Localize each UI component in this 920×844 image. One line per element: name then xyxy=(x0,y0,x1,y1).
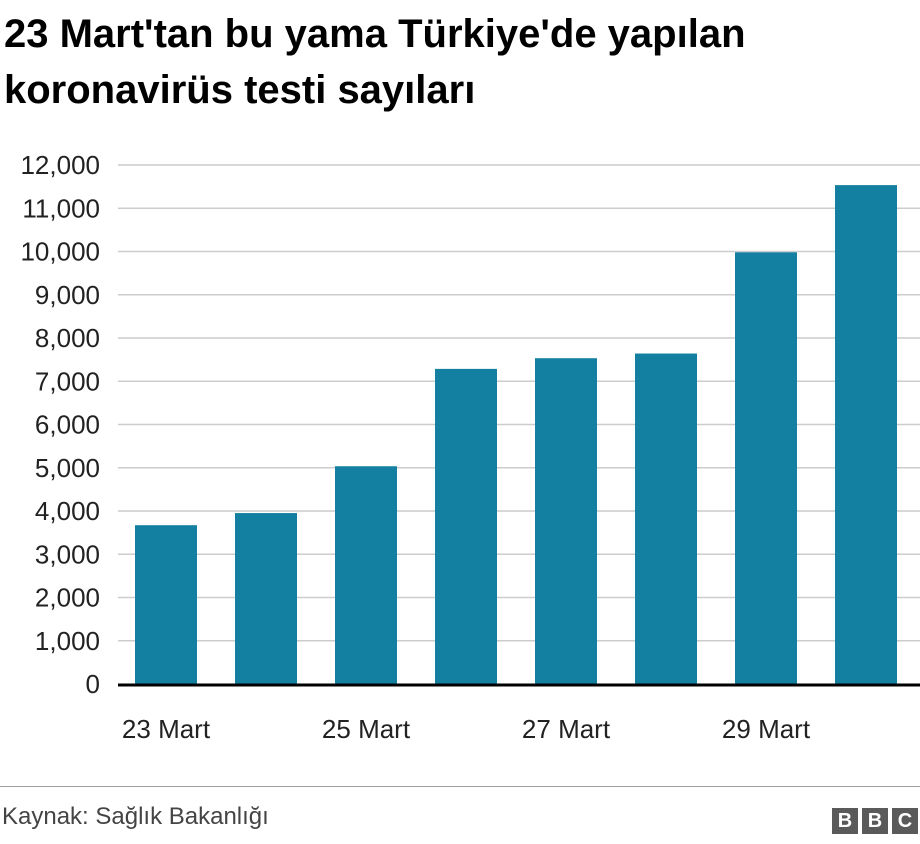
y-tick-label: 12,000 xyxy=(20,150,100,180)
bar xyxy=(835,185,897,684)
bar xyxy=(535,358,597,684)
y-tick-label: 2,000 xyxy=(35,583,100,613)
bar xyxy=(135,525,197,684)
x-tick-label: 27 Mart xyxy=(522,714,611,744)
source-note: Kaynak: Sağlık Bakanlığı xyxy=(2,803,269,830)
bar xyxy=(435,368,497,684)
y-tick-label: 5,000 xyxy=(35,453,100,483)
chart-title: 23 Mart'tan bu yama Türkiye'de yapılan k… xyxy=(4,12,746,112)
y-tick-label: 7,000 xyxy=(35,366,100,396)
bar xyxy=(735,252,797,684)
y-tick-label: 6,000 xyxy=(35,410,100,440)
x-tick-label: 25 Mart xyxy=(322,714,411,744)
bbc-logo-letter: B xyxy=(832,808,858,834)
bbc-logo: B B C xyxy=(832,808,918,834)
bbc-logo-letter: C xyxy=(892,808,918,834)
x-axis-tick-labels: 23 Mart 25 Mart 27 Mart 29 Mart xyxy=(122,714,811,744)
y-tick-label: 9,000 xyxy=(35,280,100,310)
y-tick-label: 11,000 xyxy=(22,193,100,223)
y-tick-label: 1,000 xyxy=(35,626,100,656)
x-tick-label: 23 Mart xyxy=(122,714,211,744)
footer-divider xyxy=(0,786,920,787)
y-tick-label: 0 xyxy=(86,669,100,699)
bar xyxy=(235,513,297,684)
y-tick-label: 8,000 xyxy=(35,323,100,353)
y-axis-tick-labels: 0 1,000 2,000 3,000 4,000 5,000 6,000 7,000 8,00… xyxy=(20,150,100,699)
y-tick-label: 3,000 xyxy=(35,539,100,569)
y-tick-label: 10,000 xyxy=(20,237,100,267)
bars xyxy=(135,185,897,684)
bar xyxy=(335,466,397,684)
y-tick-label: 4,000 xyxy=(35,496,100,526)
x-tick-label: 29 Mart xyxy=(722,714,811,744)
bbc-logo-letter: B xyxy=(862,808,888,834)
bar xyxy=(635,353,697,684)
bar-chart: 0 1,000 2,000 3,000 4,000 5,000 6,000 7,000 8,00… xyxy=(20,150,920,744)
